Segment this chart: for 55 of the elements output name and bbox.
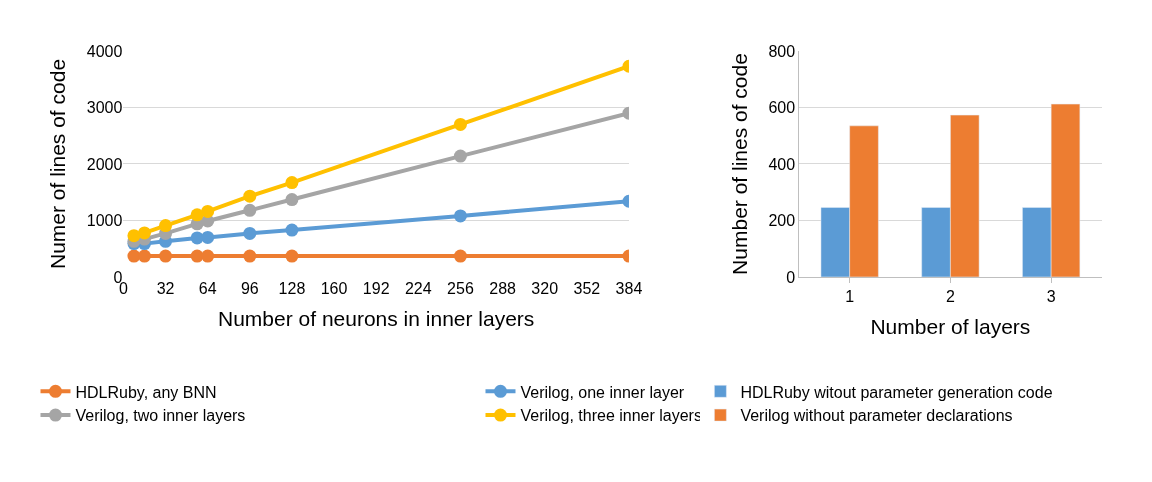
y-tick-label: 0 <box>786 268 796 286</box>
x-tick-label: 288 <box>489 279 517 297</box>
y-tick-label: 2000 <box>86 155 123 173</box>
point <box>243 203 257 217</box>
x-tick-label: 3 <box>1046 288 1056 306</box>
point <box>453 117 467 131</box>
point <box>137 226 151 240</box>
point <box>285 193 299 207</box>
point <box>453 209 467 223</box>
x-tick-label: 32 <box>156 279 175 297</box>
x-tick-label: 256 <box>447 279 474 297</box>
y-tick-label: 400 <box>768 155 796 173</box>
point <box>159 249 173 263</box>
y-tick-label: 800 <box>768 42 796 60</box>
x-tick-label: 192 <box>362 279 390 297</box>
y-axis-title: Number of lines of code <box>727 53 751 275</box>
point <box>285 223 299 237</box>
point <box>243 226 257 240</box>
x-tick-label: 128 <box>278 279 306 297</box>
point <box>453 249 467 263</box>
x-axis-title: Number of neurons in inner layers <box>218 307 535 331</box>
point <box>201 230 215 244</box>
point <box>159 219 173 233</box>
point <box>127 229 141 243</box>
x-tick-label: 224 <box>404 279 432 297</box>
y-axis-title: Numer of lines of code <box>45 58 69 270</box>
legend-label: HDLRuby, any BNN <box>75 383 217 401</box>
x-tick-label: 64 <box>198 279 217 297</box>
x-tick-label: 352 <box>573 279 601 297</box>
x-tick-label: 384 <box>615 279 643 297</box>
point <box>201 249 215 263</box>
y-tick-label: 3000 <box>86 99 123 117</box>
point <box>243 249 257 263</box>
point <box>453 149 467 163</box>
point <box>190 208 204 222</box>
x-tick-label: 1 <box>845 288 855 306</box>
point <box>243 189 257 203</box>
legend-label: Verilog without parameter declarations <box>740 407 1013 425</box>
legend-label: Verilog, three inner layers <box>520 407 702 425</box>
y-tick-label: 600 <box>768 99 796 117</box>
legend-label: Verilog, one inner layer <box>520 383 685 401</box>
point <box>137 249 151 263</box>
x-tick-label: 2 <box>945 288 955 306</box>
point <box>201 204 215 218</box>
x-axis-title: Number of layers <box>870 315 1031 339</box>
legend-label: HDLRuby witout parameter generation code <box>740 383 1053 401</box>
y-tick-label: 1000 <box>86 212 123 230</box>
x-tick-label: 160 <box>320 279 348 297</box>
legend-label: Verilog, two inner layers <box>75 407 246 425</box>
y-tick-label: 4000 <box>86 42 123 60</box>
x-tick-label: 96 <box>240 279 259 297</box>
y-tick-label: 200 <box>768 212 796 230</box>
point <box>285 249 299 263</box>
x-tick-label: 320 <box>531 279 559 297</box>
point <box>285 176 299 190</box>
